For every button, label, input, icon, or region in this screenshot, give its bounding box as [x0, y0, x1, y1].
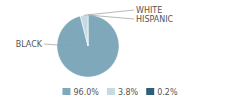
callouts: BLACK WHITEHISPANIC [16, 6, 174, 49]
legend-item: 0.2% [146, 88, 178, 97]
legend-swatch [146, 88, 154, 95]
pie-slice [80, 15, 88, 46]
legend-swatch [107, 88, 115, 95]
callout-label: HISPANIC [136, 15, 174, 24]
callout-line [84, 10, 134, 15]
legend-label: 0.2% [157, 88, 178, 97]
callout-label: BLACK [16, 40, 43, 49]
legend-label: 3.8% [118, 88, 139, 97]
pie-slice [87, 15, 88, 46]
legend-label: 96.0% [73, 88, 99, 97]
callout-line [44, 44, 71, 46]
chart: BLACK WHITEHISPANIC 96.0% 3.8% 0.2% [0, 0, 240, 100]
legend: 96.0% 3.8% 0.2% [62, 88, 177, 97]
callout-label: WHITE [136, 6, 162, 15]
callout-line [88, 15, 134, 19]
legend-item: 96.0% [62, 88, 99, 97]
legend-item: 3.8% [107, 88, 139, 97]
legend-swatch [62, 88, 70, 95]
